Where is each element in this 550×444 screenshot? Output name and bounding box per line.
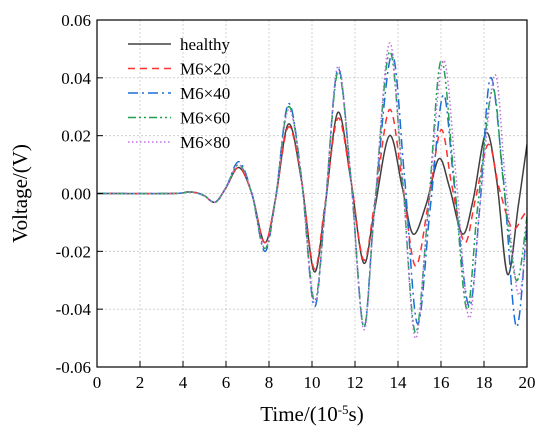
x-tick-label: 18: [476, 373, 493, 392]
x-tick-label: 4: [179, 373, 188, 392]
x-tick-label: 8: [265, 373, 274, 392]
legend-label: M6×60: [180, 109, 230, 128]
legend-label: M6×40: [180, 84, 230, 103]
x-axis-title-unit: s): [349, 402, 364, 426]
x-tick-label: 12: [347, 373, 364, 392]
x-axis-title-base: Time/(10: [260, 402, 337, 426]
series-layer: [97, 42, 527, 339]
legend: healthy M6×20 M6×40 M6×60 M6×80: [128, 35, 231, 152]
x-tick-label: 2: [136, 373, 145, 392]
legend-label: M6×20: [180, 60, 230, 79]
y-tick-label: 0.06: [61, 11, 91, 30]
ticks: 0 2 4 6 8 10 12 14 16 18 20 -0.06 -0.04 -0.02 0.00 0.02…: [56, 11, 536, 392]
y-tick-label: 0.02: [61, 127, 91, 146]
legend-label: M6×80: [180, 133, 230, 152]
y-tick-label: 0.04: [61, 69, 91, 88]
x-tick-label: 16: [433, 373, 450, 392]
x-tick-label: 6: [222, 373, 231, 392]
x-tick-label: 10: [304, 373, 321, 392]
x-tick-label: 0: [93, 373, 102, 392]
y-tick-label: -0.06: [56, 358, 91, 377]
legend-label: healthy: [180, 35, 231, 54]
y-axis-title: Voltage/(V): [8, 144, 32, 243]
x-tick-label: 14: [390, 373, 408, 392]
x-tick-label: 20: [519, 373, 536, 392]
y-tick-label: -0.02: [56, 242, 91, 261]
series-line-5: [97, 42, 527, 339]
series-line-3: [97, 53, 527, 328]
x-axis-title: Time/(10-5s): [260, 402, 363, 427]
x-axis-title-exponent: -5: [338, 402, 349, 417]
y-tick-label: -0.04: [56, 300, 92, 319]
y-tick-label: 0.00: [61, 185, 91, 204]
